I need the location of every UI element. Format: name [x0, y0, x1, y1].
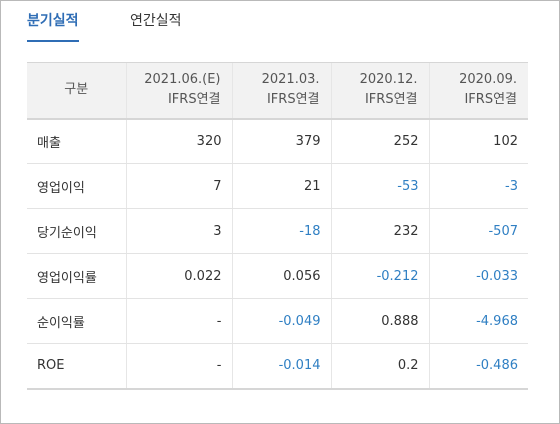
header-period: 2020.12. IFRS연결: [330, 62, 429, 120]
header-period-date: 2020.12.: [359, 72, 418, 88]
table-header-row: 구분 2021.06.(E) IFRS연결 2021.03. IFRS연결 2020…: [27, 62, 528, 120]
table-cell: -: [125, 298, 232, 344]
table-cell: -4.968: [428, 298, 528, 344]
header-period-date: 2021.06.(E): [144, 72, 221, 88]
table-cell: -0.486: [428, 343, 528, 390]
table-cell: 0.056: [231, 253, 331, 299]
table-cell: 0.888: [330, 298, 429, 344]
header-period-standard: IFRS연결: [364, 92, 418, 108]
table-cell: -3: [428, 163, 528, 209]
financials-table: 구분 2021.06.(E) IFRS연결 2021.03. IFRS연결 2020…: [27, 62, 528, 390]
row-label: 당기순이익: [27, 208, 126, 254]
row-label: ROE: [27, 343, 126, 390]
tab-annual[interactable]: 연간실적: [130, 13, 182, 29]
header-period: 2020.09. IFRS연결: [428, 62, 528, 120]
table-cell: -0.033: [428, 253, 528, 299]
table-row: 매출 320 379 252 102: [27, 118, 528, 164]
table-cell: -18: [231, 208, 331, 254]
table-row: 순이익률 - -0.049 0.888 -4.968: [27, 298, 528, 344]
table-cell: 379: [231, 118, 331, 164]
tab-quarterly[interactable]: 분기실적: [27, 12, 79, 42]
table-cell: 21: [231, 163, 331, 209]
table-cell: 7: [125, 163, 232, 209]
header-period: 2021.06.(E) IFRS연결: [125, 62, 232, 120]
header-period-date: 2020.09.: [459, 72, 517, 88]
table-row: 영업이익 7 21 -53 -3: [27, 163, 528, 209]
header-period-date: 2021.03.: [261, 72, 320, 88]
row-label: 순이익률: [27, 298, 126, 344]
table-cell: 320: [125, 118, 232, 164]
table-row: 당기순이익 3 -18 232 -507: [27, 208, 528, 254]
table-row: ROE - -0.014 0.2 -0.486: [27, 343, 528, 390]
table-cell: -: [125, 343, 232, 390]
table-cell: 3: [125, 208, 232, 254]
table-cell: 102: [428, 118, 528, 164]
header-period-standard: IFRS연결: [167, 92, 221, 108]
table-cell: 0.2: [330, 343, 429, 390]
table-cell: -507: [428, 208, 528, 254]
header-category: 구분: [27, 62, 126, 120]
header-period-standard: IFRS연결: [464, 92, 517, 108]
table-row: 영업이익률 0.022 0.056 -0.212 -0.033: [27, 253, 528, 299]
row-label: 매출: [27, 118, 126, 164]
table-cell: -0.049: [231, 298, 331, 344]
table-cell: -0.212: [330, 253, 429, 299]
header-period-standard: IFRS연결: [266, 92, 320, 108]
header-period: 2021.03. IFRS연결: [231, 62, 331, 120]
table-cell: -53: [330, 163, 429, 209]
table-cell: -0.014: [231, 343, 331, 390]
table-cell: 0.022: [125, 253, 232, 299]
row-label: 영업이익: [27, 163, 126, 209]
row-label: 영업이익률: [27, 253, 126, 299]
tab-bar: 분기실적 연간실적: [1, 1, 559, 43]
table-cell: 232: [330, 208, 429, 254]
table-cell: 252: [330, 118, 429, 164]
